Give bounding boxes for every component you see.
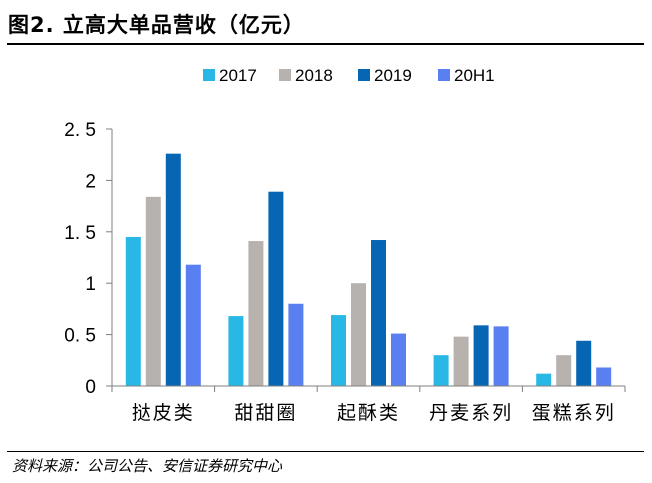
x-category-label: 起酥类 [337, 402, 400, 424]
bar-2017 [331, 315, 346, 386]
y-axis: 2. 5 2 1. 5 1 0. 5 0 [64, 120, 113, 398]
y-tick-label: 2. 5 [64, 120, 96, 141]
title-divider [7, 43, 644, 45]
y-tick-label: 1. 5 [64, 223, 96, 244]
y-tick-label: 0. 5 [64, 326, 96, 347]
bar-2017 [536, 373, 552, 386]
legend-label-2018: 2018 [295, 66, 333, 85]
bar-2018 [556, 355, 572, 386]
chart-legend: 2017 2018 2019 20H1 [203, 66, 495, 85]
bar-2018 [351, 283, 366, 386]
figure-title: 图2. 立高大单品营收（亿元） [8, 13, 305, 37]
bar-2017 [125, 236, 141, 386]
legend-label-2019: 2019 [374, 66, 412, 85]
bar-2019 [473, 325, 489, 386]
source-note: 资料来源：公司公告、安信证券研究中心 [12, 457, 283, 475]
bar-2019 [371, 240, 386, 386]
legend-swatch-2019 [358, 69, 370, 81]
legend-swatch-2017 [203, 69, 215, 81]
x-category-label: 丹麦系列 [429, 402, 513, 424]
bar-2017 [228, 316, 244, 386]
bar-20H1 [288, 303, 304, 386]
bar-chart: 2017 2018 2019 20H1 2. 5 2 1. 5 1 0. 5 0 挞皮类 甜甜圈 起… [64, 66, 626, 424]
x-category-label: 蛋糕系列 [532, 402, 616, 424]
bar-20H1 [596, 367, 612, 386]
bar-2018 [145, 196, 161, 386]
bar-2019 [165, 153, 181, 386]
legend-label-2017: 2017 [219, 66, 257, 85]
bar-groups [125, 153, 612, 386]
bar-20H1 [493, 326, 509, 386]
y-tick-label: 2 [85, 171, 96, 192]
x-category-label: 甜甜圈 [234, 402, 297, 424]
legend-swatch-2018 [279, 69, 291, 81]
legend-label-20H1: 20H1 [454, 66, 495, 85]
x-axis: 挞皮类 甜甜圈 起酥类 丹麦系列 蛋糕系列 [111, 385, 626, 424]
bar-2018 [248, 241, 264, 386]
y-tick-label: 1 [85, 274, 96, 295]
legend-swatch-20H1 [438, 69, 450, 81]
bar-2019 [268, 191, 284, 386]
bar-2019 [576, 340, 592, 386]
bar-2018 [453, 336, 469, 386]
bar-20H1 [391, 333, 406, 386]
bar-20H1 [185, 264, 201, 386]
x-category-label: 挞皮类 [132, 402, 195, 424]
bar-2017 [433, 355, 449, 386]
source-divider [7, 451, 644, 452]
y-tick-label: 0 [85, 377, 96, 398]
